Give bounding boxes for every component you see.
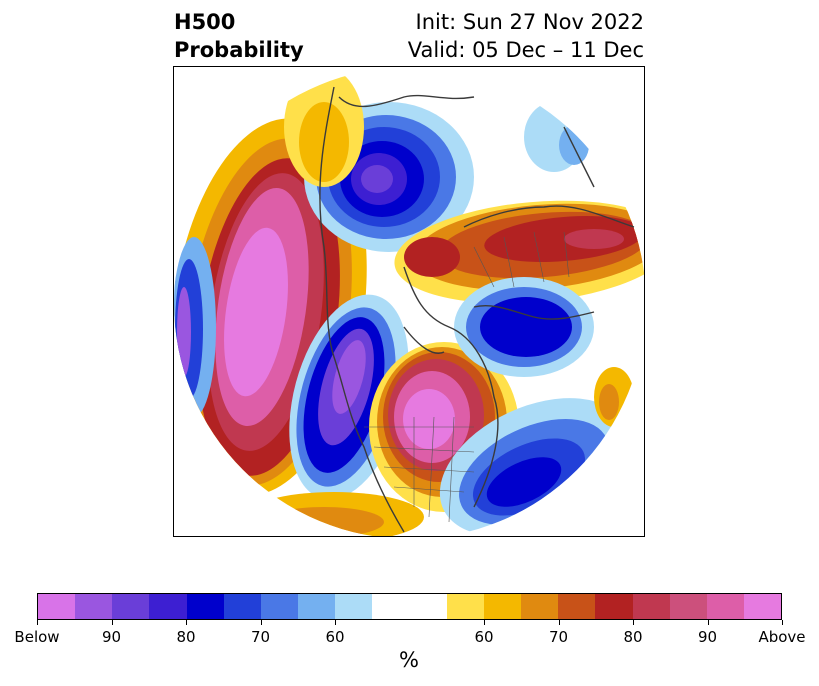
colorbar-segment: [669, 594, 707, 619]
title-variable: H500: [174, 10, 236, 34]
colorbar-segment: [335, 594, 373, 619]
colorbar-segment: [521, 594, 559, 619]
colorbar-segment: [483, 594, 522, 619]
colorbar-segment: [372, 594, 410, 619]
borders: [364, 231, 570, 523]
colorbar-tick-label: 60: [325, 628, 345, 646]
colorbar-tick-mark: [111, 620, 113, 625]
colorbar-segment: [409, 594, 447, 619]
colorbar-segment: [260, 594, 299, 619]
colorbar-segment: [75, 594, 113, 619]
map-title-right: Init: Sun 27 Nov 2022 Valid: 05 Dec – 11…: [408, 8, 644, 64]
title-type: Probability: [174, 38, 304, 62]
map-canvas: [174, 67, 644, 536]
colorbar-units: %: [399, 648, 419, 672]
colorbar-tick-mark: [260, 620, 262, 625]
colorbar-tick-mark: [707, 620, 709, 625]
colorbar-tick-label: 70: [548, 628, 569, 646]
colorbar-segment: [38, 594, 76, 619]
title-valid: Valid: 05 Dec – 11 Dec: [407, 38, 644, 62]
colorbar-tick-mark: [335, 620, 336, 625]
colorbar-tick-label: 90: [697, 628, 718, 646]
colorbar-segment: [186, 594, 224, 619]
colorbar-segment: [223, 594, 261, 619]
title-init: Init: Sun 27 Nov 2022: [415, 10, 644, 34]
colorbar-segment: [595, 594, 633, 619]
colorbar-tick-label: 80: [176, 628, 196, 646]
colorbar-segment: [558, 594, 596, 619]
colorbar-tick-label: 70: [250, 628, 271, 646]
colorbar-segment: [149, 594, 187, 619]
colorbar-segment: [632, 594, 670, 619]
anomaly-field: [174, 67, 644, 536]
colorbar-tick-mark: [558, 620, 560, 625]
colorbar-tick-mark: [37, 620, 38, 625]
colorbar-tick-label: 60: [474, 628, 494, 646]
colorbar-tick-mark: [186, 620, 187, 625]
colorbar-tick-mark: [633, 620, 634, 625]
coastlines: [319, 86, 635, 533]
colorbar-tick-label: Below: [14, 628, 60, 646]
colorbar-tick-label: 80: [623, 628, 643, 646]
colorbar-tick-label: 90: [101, 628, 122, 646]
colorbar-tick-mark: [484, 620, 485, 625]
colorbar-segment: [446, 594, 484, 619]
colorbar-segment: [298, 594, 336, 619]
colorbar: [37, 593, 782, 620]
colorbar-segment: [743, 594, 782, 619]
probability-map: [173, 66, 645, 537]
colorbar-segment: [112, 594, 150, 619]
map-title-left: H500 Probability: [174, 8, 304, 64]
colorbar-tick-mark: [782, 620, 783, 625]
colorbar-tick-label: Above: [758, 628, 806, 646]
colorbar-segment: [706, 594, 744, 619]
